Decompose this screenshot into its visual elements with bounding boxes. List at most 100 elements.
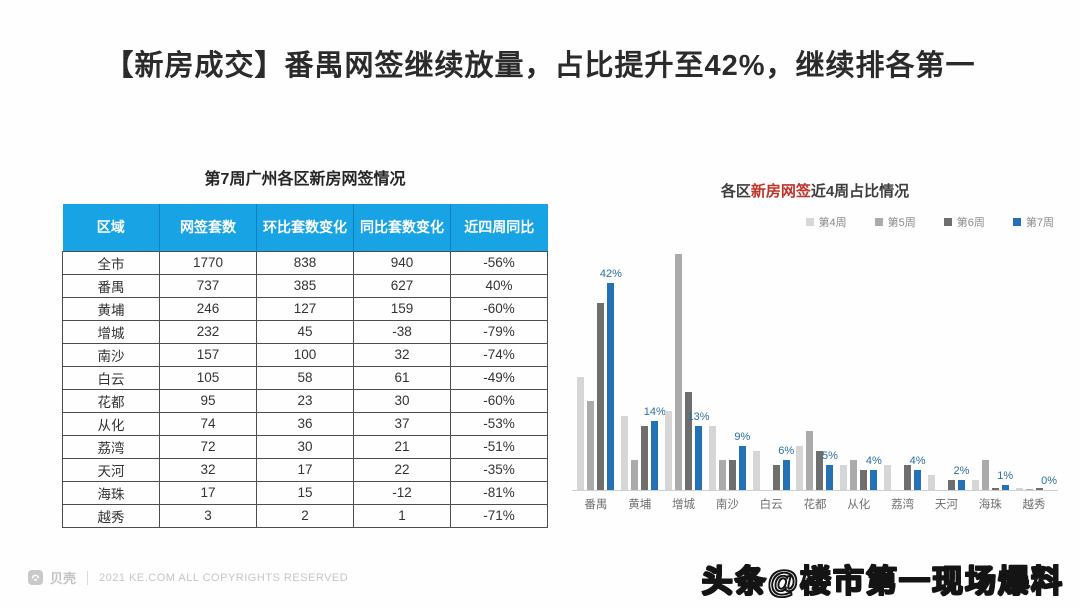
table-cell: 21 <box>353 434 451 459</box>
table-cell: 37 <box>353 411 451 436</box>
x-axis-label-越秀: 越秀 <box>1022 499 1046 511</box>
bar-第7周-增城: 13% <box>688 411 710 490</box>
brand-name: 贝壳 <box>50 571 77 586</box>
bar-第6周-增城 <box>685 391 693 490</box>
bar-group-天河: 2% <box>925 245 969 490</box>
table-row: 越秀 3 2 1 -71% <box>62 503 548 528</box>
table-cell: 22 <box>353 457 451 482</box>
x-axis-label-南沙: 南沙 <box>715 499 739 511</box>
table-row: 番禺 737 385 627 40% <box>62 273 548 298</box>
bar-第4周-南沙 <box>708 426 716 490</box>
bar-group-花都: 5% <box>793 245 838 490</box>
table-cell: -79% <box>450 319 548 344</box>
column-header: 区域 <box>62 204 160 251</box>
x-axis-label-天河: 天河 <box>934 499 958 511</box>
beike-logo-icon <box>28 570 43 585</box>
bar-第4周-天河 <box>927 475 935 490</box>
column-header: 环比套数变化 <box>256 204 354 251</box>
bar-group-荔湾: 4% <box>881 245 926 490</box>
table-cell: 100 <box>256 342 354 367</box>
table-cell: 1770 <box>159 250 257 275</box>
chart-legend: 第4周 第5周 第6周 第7周 <box>572 215 1058 229</box>
bar-value-label: 4% <box>909 455 926 468</box>
table-row: 白云 105 58 61 -49% <box>62 365 548 390</box>
table-panel: 第7周广州各区新房网签情况 区域 网签套数 环比套数变化 同比套数变化 近四周同比 全市… <box>62 165 548 528</box>
column-header: 网签套数 <box>159 204 257 251</box>
chart-panel: 各区新房网签近4周占比情况 第4周 第5周 第6周 第7周 42% 14% 13% 9% 6%… <box>572 180 1058 512</box>
table-cell: -53% <box>450 411 548 436</box>
table-row: 荔湾 72 30 21 -51% <box>62 434 548 459</box>
table-cell: 15 <box>256 480 354 505</box>
bar-第5周-番禺 <box>587 401 595 490</box>
table-cell: 838 <box>256 250 354 275</box>
bar-第5周-花都 <box>806 430 814 490</box>
table-row: 花都 95 23 30 -60% <box>62 388 548 413</box>
bar-value-label: 2% <box>953 465 970 478</box>
bar-第6周-荔湾 <box>904 465 912 490</box>
table-cell: 南沙 <box>62 342 160 367</box>
bar-value-label: 6% <box>778 445 795 458</box>
table-cell: 246 <box>159 296 257 321</box>
bar-第5周-海珠 <box>981 460 989 490</box>
table-cell: 61 <box>353 365 451 390</box>
table-cell: 番禺 <box>62 273 160 298</box>
legend-swatch-icon <box>1012 218 1021 226</box>
table-cell: 737 <box>159 273 257 298</box>
table-cell: -38 <box>353 319 451 344</box>
bar-第6周-天河 <box>947 480 955 490</box>
chart-title-highlight: 新房网签 <box>750 183 811 200</box>
bar-第7周-海珠: 1% <box>997 470 1013 490</box>
bar-第4周-番禺 <box>577 376 585 490</box>
bar-第7周-黄埔: 14% <box>644 406 666 490</box>
legend-label: 第6周 <box>956 217 985 229</box>
x-axis-label-花都: 花都 <box>803 499 827 511</box>
table-cell: 74 <box>159 411 257 436</box>
table-cell: 45 <box>256 319 354 344</box>
table-cell: -51% <box>450 434 548 459</box>
bar-group-番禺: 42% <box>574 245 622 490</box>
table-cell: 花都 <box>62 388 160 413</box>
table-row: 天河 32 17 22 -35% <box>62 457 548 482</box>
table-cell: -49% <box>450 365 548 390</box>
bar-group-增城: 13% <box>662 245 710 490</box>
x-axis-label-黄埔: 黄埔 <box>628 499 652 511</box>
table-cell: 32 <box>159 457 257 482</box>
bar-第4周-黄埔 <box>621 416 629 490</box>
bar-第5周-黄埔 <box>631 460 639 490</box>
table-header-row: 区域 网签套数 环比套数变化 同比套数变化 近四周同比 <box>62 204 548 251</box>
bar-第7周-天河: 2% <box>953 465 969 490</box>
bar-value-label: 4% <box>865 455 882 468</box>
table-cell: 72 <box>159 434 257 459</box>
copyright-text: 2021 KE.COM ALL COPYRIGHTS RESERVED <box>99 571 349 584</box>
bar-value-label: 14% <box>643 406 666 419</box>
bar-value-label: 0% <box>1041 475 1057 487</box>
table-cell: 全市 <box>62 250 160 275</box>
bar-第4周-荔湾 <box>884 465 892 490</box>
bar-value-label: 9% <box>734 430 751 443</box>
x-axis-labels: 番禺 黄埔 增城 南沙 白云 花都 从化 荔湾 天河 海珠 越秀 <box>572 496 1058 512</box>
table-cell: 627 <box>353 273 451 298</box>
table-row: 海珠 17 15 -12 -81% <box>62 480 548 505</box>
page-title: 【新房成交】番禺网签继续放量，占比提升至42%，继续排各第一 <box>104 50 976 82</box>
x-axis-label-番禺: 番禺 <box>584 499 608 511</box>
bar-value-label: 5% <box>822 450 838 463</box>
table-cell: 17 <box>159 480 257 505</box>
bar-第5周-越秀 <box>1025 488 1033 490</box>
table-cell: 40% <box>450 273 548 298</box>
bar-第7周-从化: 4% <box>866 455 882 490</box>
bar-group-越秀: 0% <box>1012 245 1057 490</box>
chart-title-prefix: 各区 <box>720 183 751 200</box>
bar-group-南沙: 9% <box>705 245 751 490</box>
table-cell: 17 <box>256 457 354 482</box>
beike-brand: 贝壳 2021 KE.COM ALL COPYRIGHTS RESERVED <box>28 568 348 587</box>
table-cell: 105 <box>159 365 257 390</box>
table-cell: -35% <box>450 457 548 482</box>
table-cell: -12 <box>353 480 451 505</box>
legend-item: 第5周 <box>874 215 916 229</box>
table-cell: 127 <box>256 296 354 321</box>
x-axis-label-增城: 增城 <box>672 499 696 511</box>
table-cell: 30 <box>256 434 354 459</box>
table-cell: 159 <box>353 296 451 321</box>
bar-chart-plot: 42% 14% 13% 9% 6% 5% 4% 4% 2% 1% 0% <box>572 245 1058 491</box>
